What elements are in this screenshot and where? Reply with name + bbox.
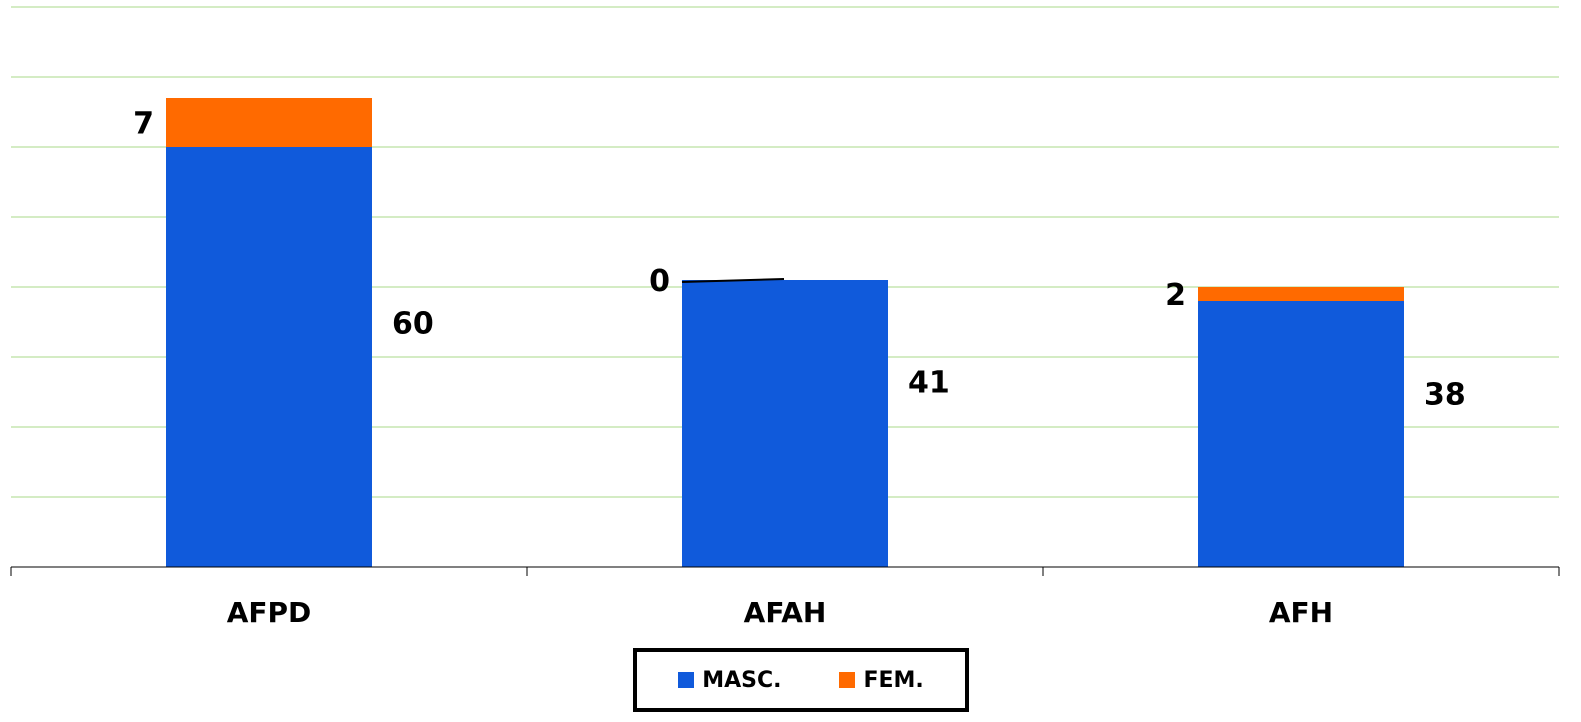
legend-item-masc: MASC. — [678, 668, 781, 693]
category-label: AFH — [1269, 596, 1333, 629]
bar-masc-afpd — [166, 147, 372, 567]
data-label-fem: 7 — [133, 107, 154, 142]
data-label-masc: 38 — [1424, 378, 1466, 413]
data-labels: 60 7 41 0 38 2 — [133, 107, 1466, 413]
category-labels: AFPD AFAH AFH — [227, 596, 1333, 629]
bar-fem-afpd — [166, 98, 372, 147]
legend-swatch-masc — [678, 672, 695, 688]
data-label-fem: 2 — [1165, 278, 1186, 313]
bar-masc-afh — [1198, 301, 1404, 567]
category-label: AFAH — [744, 596, 827, 629]
legend-label-masc: MASC. — [702, 667, 782, 693]
legend-label-fem: FEM. — [863, 667, 924, 693]
bars — [166, 98, 1404, 567]
bar-masc-afah — [682, 280, 888, 567]
data-label-masc: 41 — [908, 366, 950, 401]
legend-item-fem: FEM. — [839, 667, 924, 693]
legend-swatch-fem — [839, 672, 856, 688]
data-label-masc: 60 — [392, 306, 434, 341]
leader-line — [681, 278, 785, 283]
legend: MASC. FEM. — [633, 648, 969, 712]
category-label: AFPD — [227, 596, 312, 629]
bar-fem-afh — [1198, 287, 1404, 301]
data-label-fem: 0 — [649, 264, 670, 299]
x-axis-ticks — [10, 567, 1560, 576]
